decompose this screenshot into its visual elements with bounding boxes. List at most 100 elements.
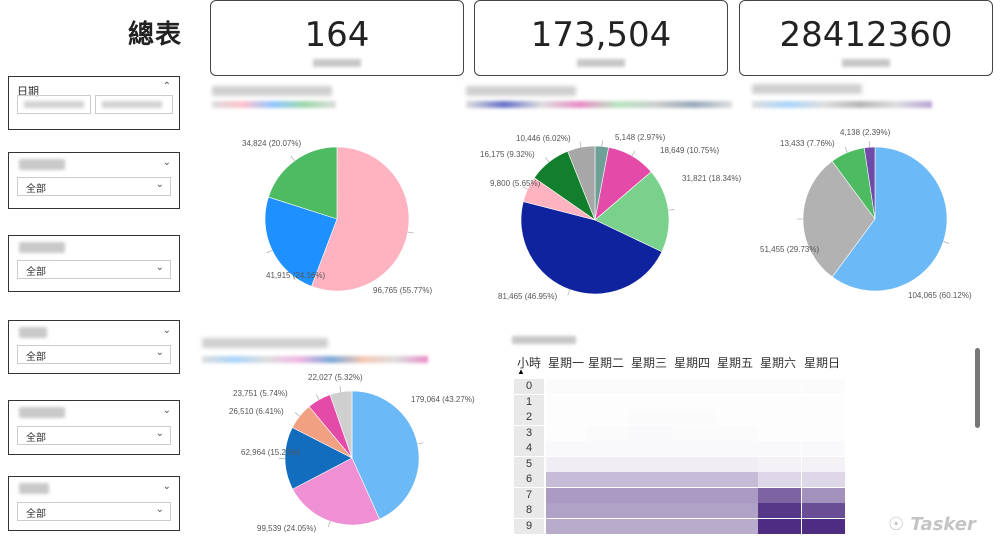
pie3-slice-1[interactable] xyxy=(831,146,948,292)
pie1-leader-1 xyxy=(407,231,414,234)
heatmap-row-header[interactable]: 小時 xyxy=(517,356,542,370)
pie4-leader-5 xyxy=(315,394,320,400)
pie4-label-3: 62,964 (15.21%) xyxy=(241,448,300,457)
pie1-slice-2[interactable] xyxy=(264,196,338,287)
heatmap-cell xyxy=(715,425,758,441)
filter-slicer-4[interactable]: ⌄ 全部 ⌄ xyxy=(8,400,180,455)
pie4-label-2: 99,539 (24.05%) xyxy=(257,524,316,533)
filter-slicer-5[interactable]: ⌄ 全部 ⌄ xyxy=(8,476,180,531)
heatmap-cell xyxy=(802,472,845,487)
pie4-label-6: 22,027 (5.32%) xyxy=(308,373,363,382)
heatmap-column-header[interactable]: 星期一 xyxy=(548,356,585,370)
heatmap-cell xyxy=(715,456,758,472)
filter-slicer-1[interactable]: ⌄ 全部 ⌄ xyxy=(8,152,180,209)
heatmap-column-header[interactable]: 星期六 xyxy=(760,356,797,370)
heatmap-column-header[interactable]: 星期五 xyxy=(717,356,754,370)
filter-dropdown-5[interactable]: 全部 ⌄ xyxy=(17,502,171,521)
pie4-slice-6[interactable] xyxy=(329,390,353,459)
pie2-leader-5 xyxy=(522,186,528,190)
pie3-leader-1 xyxy=(943,241,950,244)
kpi-value: 28412360 xyxy=(779,15,953,55)
pie2-slice-7[interactable] xyxy=(567,145,596,221)
pie4-leader-2 xyxy=(327,521,331,528)
pie1-slice-3[interactable] xyxy=(268,146,338,220)
heatmap-cell xyxy=(586,487,629,503)
kpi-card-3[interactable]: 28412360 xyxy=(739,0,993,76)
heatmap-cell xyxy=(672,394,715,410)
chevron-down-icon[interactable]: ⌄ xyxy=(162,481,171,492)
pie4-slice-2[interactable] xyxy=(292,457,380,526)
heatmap-cell xyxy=(629,518,672,534)
heatmap-cell xyxy=(586,425,629,441)
chevron-down-icon[interactable]: ⌄ xyxy=(162,157,171,168)
heatmap-cell xyxy=(629,456,672,472)
date-start-input[interactable] xyxy=(17,95,91,114)
filter-dropdown-2[interactable]: 全部 ⌄ xyxy=(17,260,171,279)
chevron-down-icon: ⌄ xyxy=(155,347,164,358)
heatmap-row-label: 9 xyxy=(514,518,544,534)
filter-dropdown-1[interactable]: 全部 ⌄ xyxy=(17,177,171,196)
filter-dropdown-3[interactable]: 全部 ⌄ xyxy=(17,345,171,364)
pie4-slice-1[interactable] xyxy=(351,390,420,520)
pie2-slice-4[interactable] xyxy=(520,201,663,295)
heatmap-column-header[interactable]: 星期三 xyxy=(631,356,668,370)
pie4-leader-4 xyxy=(294,412,300,417)
chevron-down-icon[interactable]: ⌄ xyxy=(162,325,171,336)
heatmap-cell xyxy=(802,394,845,410)
heatmap-cell xyxy=(802,379,845,394)
heatmap-cell xyxy=(629,379,672,394)
pie2-label-2: 18,649 (10.75%) xyxy=(660,146,719,155)
pie3-leader-3 xyxy=(844,146,848,153)
heatmap-cell xyxy=(546,379,589,394)
heatmap-cell xyxy=(802,503,845,518)
heatmap-cell xyxy=(546,518,589,534)
pie4-label-4: 26,510 (6.41%) xyxy=(229,407,284,416)
kpi-card-2[interactable]: 173,504 xyxy=(474,0,728,76)
heatmap-row-label: 2 xyxy=(514,410,544,425)
chevron-down-icon: ⌄ xyxy=(155,504,164,515)
heatmap-cell xyxy=(546,394,589,410)
heatmap-cell xyxy=(586,503,629,518)
pie2-leader-7 xyxy=(579,141,582,148)
heatmap-cell xyxy=(586,472,629,487)
heatmap-cell xyxy=(672,379,715,394)
date-slicer[interactable]: 日期 ⌃ xyxy=(8,76,180,130)
pie3-slice-2[interactable] xyxy=(802,160,876,278)
pie2-label-3: 31,821 (18.34%) xyxy=(682,174,741,183)
pie2-leader-2 xyxy=(631,150,636,157)
chevron-up-icon[interactable]: ⌃ xyxy=(162,81,171,92)
filter-slicer-2[interactable]: 全部 ⌄ xyxy=(8,235,180,292)
heatmap-row-label: 6 xyxy=(514,472,544,487)
pie4-label-5: 23,751 (5.74%) xyxy=(233,389,288,398)
heatmap-cell xyxy=(715,441,758,456)
chevron-down-icon: ⌄ xyxy=(155,179,164,190)
heatmap-cell xyxy=(629,410,672,425)
pie3-slice-4[interactable] xyxy=(863,146,876,220)
heatmap-row-label: 8 xyxy=(514,503,544,518)
heatmap-cell xyxy=(802,441,845,456)
heatmap-cell xyxy=(758,518,801,534)
heatmap-column-header[interactable]: 星期二 xyxy=(588,356,625,370)
heatmap-cell xyxy=(629,487,672,503)
chevron-down-icon[interactable]: ⌄ xyxy=(162,405,171,416)
kpi-card-1[interactable]: 164 xyxy=(210,0,464,76)
pie2-slice-3[interactable] xyxy=(594,171,670,253)
pie2-label-5: 9,800 (5.65%) xyxy=(490,179,541,188)
heatmap-cell xyxy=(758,456,801,472)
tasker-watermark: ☉ Tasker xyxy=(888,514,976,535)
kpi-value: 164 xyxy=(304,15,370,55)
heatmap-cell xyxy=(586,379,629,394)
filter-slicer-3[interactable]: ⌄ 全部 ⌄ xyxy=(8,320,180,374)
heatmap-column-header[interactable]: 星期日 xyxy=(804,356,841,370)
date-end-input[interactable] xyxy=(95,95,173,114)
heatmap-cell xyxy=(758,472,801,487)
pie3-label-1: 104,065 (60.12%) xyxy=(908,291,972,300)
sort-asc-icon[interactable]: ▲ xyxy=(517,367,525,376)
heatmap-cell xyxy=(715,410,758,425)
pie4-slice-3[interactable] xyxy=(284,427,353,490)
filter-dropdown-4[interactable]: 全部 ⌄ xyxy=(17,426,171,445)
vertical-scrollbar[interactable] xyxy=(975,348,980,428)
heatmap-cell xyxy=(715,487,758,503)
heatmap-column-header[interactable]: 星期四 xyxy=(674,356,711,370)
